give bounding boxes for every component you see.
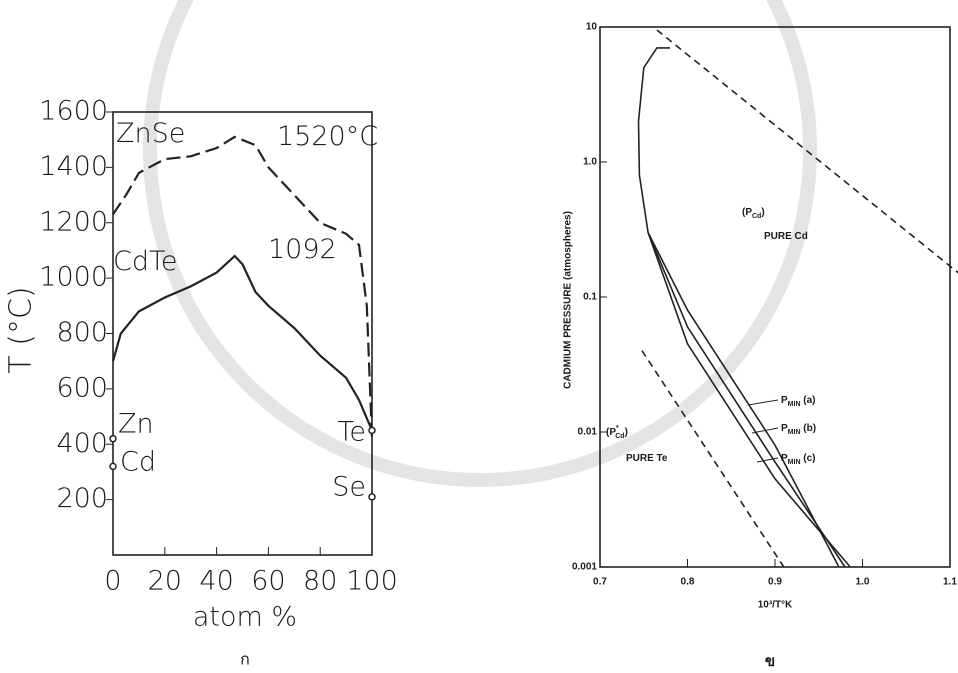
data-point — [110, 463, 116, 469]
annotation-part: MIN — [788, 459, 801, 466]
y-tick-label: 800 — [56, 317, 108, 348]
y-axis-label: CADMIUM PRESSURE (atmospheres) — [563, 211, 574, 389]
y-tick-label: 1.0 — [583, 157, 597, 168]
annotation-part: CdTe — [113, 246, 178, 277]
leader-line — [748, 400, 778, 405]
y-tick-label: 0.1 — [583, 292, 597, 303]
y-tick-label: 400 — [56, 428, 108, 459]
figure: 0 20 40 60 80 100 200 400 600 800 1000 1200 1400 1600… — [0, 0, 958, 673]
caption: ข — [765, 653, 775, 670]
annotation-part: PURE Te — [626, 453, 668, 464]
x-axis-label: 10³/T°K — [758, 600, 793, 611]
y-tick-label: 600 — [56, 372, 108, 403]
annotation-part: MIN — [788, 429, 801, 436]
annotation-part: PURE Cd — [764, 231, 808, 242]
annotation-part: (c) — [801, 453, 816, 464]
annotation: PURE Te — [626, 453, 668, 464]
data-point — [369, 427, 375, 433]
x-tick-label: 60 — [251, 566, 285, 597]
y-tick-label: 0.001 — [572, 562, 597, 573]
x-tick-label: 40 — [199, 566, 233, 597]
x-tick-label: 0 — [104, 566, 121, 597]
x-tick-label: 1.1 — [943, 577, 957, 588]
data-point — [369, 494, 375, 500]
annotation-part: (a) — [801, 395, 816, 406]
y-tick-label: 1200 — [39, 206, 108, 237]
annotation-part: Cd — [615, 433, 624, 440]
series-line — [648, 233, 850, 567]
point-label: Cd — [120, 447, 156, 478]
annotation-part: * — [616, 425, 619, 432]
annotation-part: ) — [761, 207, 764, 218]
annotation: PURE Cd — [764, 231, 808, 242]
annotation: PMIN (a) — [781, 395, 816, 408]
annotation: (PCd) — [742, 207, 765, 220]
chart: 0.7 0.8 0.9 1.0 1.1 0.001 0.01 0.1 1.0 10 10³/T°K C… — [563, 22, 958, 670]
watermark — [150, 0, 810, 480]
y-tick-label: 1600 — [39, 96, 108, 127]
caption: ก — [240, 650, 250, 669]
annotation-part: (P — [742, 207, 752, 218]
point-label: Zn — [118, 409, 154, 440]
y-tick-label: 1400 — [39, 151, 108, 182]
annotation: CdTe — [113, 246, 178, 277]
annotation-part: ) — [625, 427, 628, 438]
point-label: Se — [332, 472, 366, 503]
annotation: 1092 — [268, 234, 337, 265]
x-tick-label: 100 — [346, 566, 398, 597]
x-tick-label: 80 — [303, 566, 337, 597]
series-line — [639, 48, 671, 233]
annotation: PMIN (c) — [781, 453, 816, 466]
annotation-part: 1520°C — [277, 121, 378, 152]
x-tick-label: 20 — [148, 566, 182, 597]
series-line — [113, 256, 372, 430]
annotation: 1520°C — [277, 121, 378, 152]
annotation-part: (b) — [801, 423, 817, 434]
annotation: (P*Cd) — [606, 425, 628, 440]
page: 0 20 40 60 80 100 200 400 600 800 1000 1200 1400 1600… — [0, 0, 958, 673]
annotation-part: Cd — [752, 213, 761, 220]
annotation-part: ZnSe — [116, 118, 185, 149]
y-tick-label: 1000 — [39, 262, 108, 293]
annotation-part: MIN — [788, 401, 801, 408]
y-tick-label: 10 — [586, 22, 598, 33]
data-point — [110, 436, 116, 442]
x-tick-label: 0.7 — [593, 577, 607, 588]
x-axis-label: atom % — [193, 602, 297, 633]
point-label: Te — [337, 417, 366, 448]
y-axis-label: T (°C) — [4, 286, 39, 373]
annotation: PMIN (b) — [781, 423, 816, 436]
annotation-part: 1092 — [268, 234, 337, 265]
x-tick-label: 0.9 — [768, 577, 782, 588]
annotation: ZnSe — [116, 118, 185, 149]
x-tick-label: 1.0 — [856, 577, 870, 588]
chart: 0 20 40 60 80 100 200 400 600 800 1000 1200 1400 1600… — [4, 96, 398, 669]
y-tick-label: 0.01 — [578, 427, 598, 438]
x-tick-label: 0.8 — [681, 577, 695, 588]
y-tick-label: 200 — [56, 483, 108, 514]
